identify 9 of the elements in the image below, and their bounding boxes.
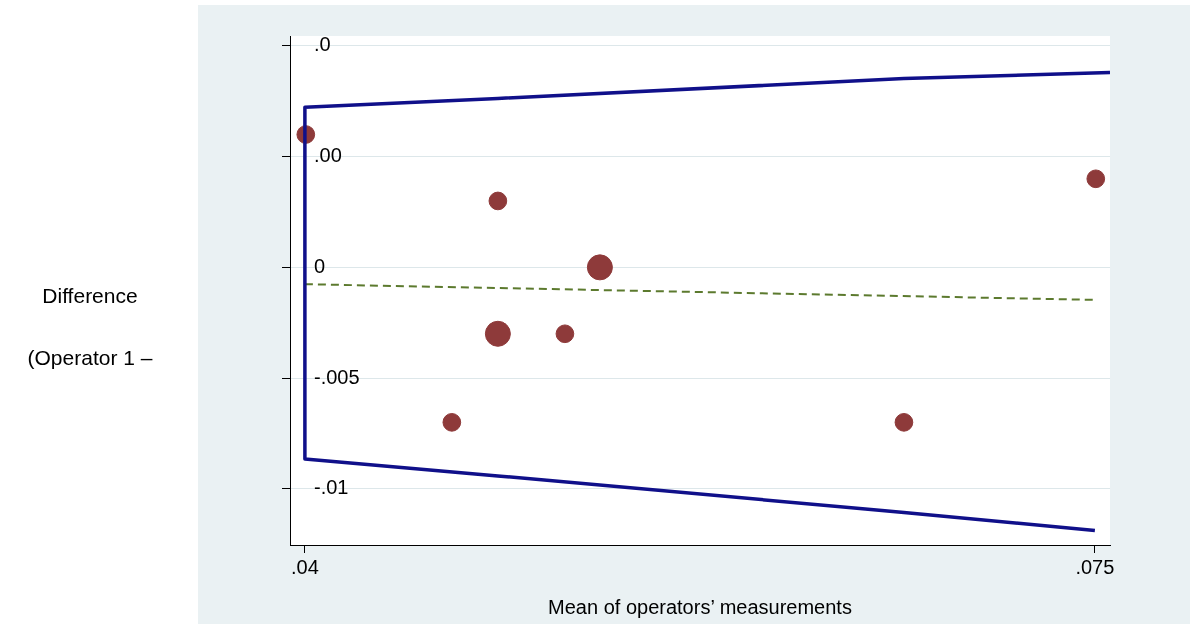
x-tick-label: .075 — [1075, 555, 1115, 578]
y-tick-label: .0 — [314, 33, 331, 56]
y-tick-label: -.01 — [314, 476, 349, 499]
y-tick-label: 0 — [314, 254, 326, 277]
y-tick-label: -.005 — [314, 365, 360, 388]
y-tick-label: .00 — [314, 144, 342, 167]
x-axis-title: Mean of operators’ measurements — [548, 595, 852, 618]
x-tick-label: .04 — [290, 555, 319, 578]
text: Difference (Operator 1 – — [27, 284, 153, 369]
